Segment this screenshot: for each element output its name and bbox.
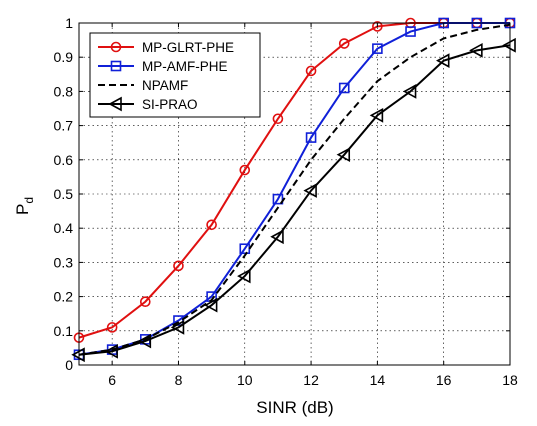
legend: MP-GLRT-PHE MP-AMF-PHE NPAMF SI-PRAO bbox=[89, 32, 261, 118]
data-point bbox=[173, 260, 184, 272]
data-point bbox=[272, 113, 284, 125]
x-tick-label: 16 bbox=[436, 372, 452, 388]
data-point bbox=[170, 320, 185, 335]
y-tick-label: 0.2 bbox=[54, 289, 74, 305]
data-point bbox=[203, 297, 218, 313]
data-point bbox=[239, 164, 251, 176]
x-tick-label: 6 bbox=[108, 372, 116, 388]
data-point bbox=[469, 43, 483, 58]
data-point bbox=[272, 193, 284, 205]
axis-ticks: 6 8 10 12 14 16 18 0 0.1 0.2 0.3 0.4 0.5 0.6 0.7 0.8 0.9… bbox=[54, 15, 518, 388]
data-point bbox=[106, 322, 118, 333]
legend-marker bbox=[108, 96, 122, 112]
data-point bbox=[336, 147, 351, 163]
y-tick-label: 0.5 bbox=[54, 186, 74, 202]
data-point bbox=[372, 43, 383, 54]
y-tick-label: 0.6 bbox=[54, 152, 74, 168]
data-point bbox=[338, 38, 350, 49]
x-tick-label: 18 bbox=[502, 372, 518, 388]
data-point bbox=[372, 21, 383, 32]
y-tick-label: 0.7 bbox=[54, 118, 74, 134]
data-point bbox=[338, 82, 350, 94]
data-point bbox=[104, 343, 118, 359]
data-point bbox=[305, 65, 317, 77]
legend-label: SI-PRAO bbox=[142, 97, 198, 112]
y-tick-label: 0.3 bbox=[54, 254, 74, 270]
y-tick-label: 0 bbox=[65, 357, 73, 373]
y-tick-label: 0.4 bbox=[54, 220, 74, 236]
y-tick-label: 0.9 bbox=[54, 49, 74, 65]
y-axis-label: Pd bbox=[13, 197, 36, 215]
data-point bbox=[140, 296, 151, 308]
legend-marker bbox=[110, 60, 122, 72]
y-axis-label-main: P bbox=[13, 204, 32, 215]
series-line bbox=[78, 23, 511, 356]
x-tick-label: 10 bbox=[237, 372, 253, 388]
series-npamf bbox=[78, 23, 511, 356]
data-point bbox=[270, 229, 284, 245]
legend-item: MP-GLRT-PHE bbox=[98, 40, 234, 55]
x-tick-label: 14 bbox=[370, 372, 386, 388]
data-point bbox=[137, 333, 152, 349]
y-axis-label-subscript: d bbox=[22, 197, 36, 204]
data-point bbox=[305, 132, 317, 143]
legend-label: MP-AMF-PHE bbox=[142, 59, 228, 74]
data-point bbox=[405, 26, 416, 37]
data-point bbox=[402, 84, 417, 99]
legend-item: SI-PRAO bbox=[98, 96, 198, 112]
x-tick-label: 12 bbox=[303, 372, 319, 388]
x-axis-label: SINR (dB) bbox=[256, 398, 333, 417]
legend-label: NPAMF bbox=[142, 78, 188, 93]
data-point bbox=[303, 183, 317, 198]
legend-marker bbox=[110, 41, 122, 53]
data-point bbox=[173, 315, 184, 326]
y-tick-label: 0.8 bbox=[54, 83, 74, 99]
data-point bbox=[436, 53, 450, 68]
data-point bbox=[369, 107, 384, 123]
data-point bbox=[206, 219, 217, 231]
legend-label: MP-GLRT-PHE bbox=[142, 40, 234, 55]
legend-item: NPAMF bbox=[98, 78, 188, 93]
legend-item: MP-AMF-PHE bbox=[98, 59, 228, 74]
data-point bbox=[237, 268, 251, 284]
y-tick-label: 1 bbox=[65, 15, 73, 31]
series-si-prao bbox=[71, 37, 516, 363]
x-tick-label: 8 bbox=[175, 372, 183, 388]
y-tick-label: 0.1 bbox=[54, 323, 74, 339]
